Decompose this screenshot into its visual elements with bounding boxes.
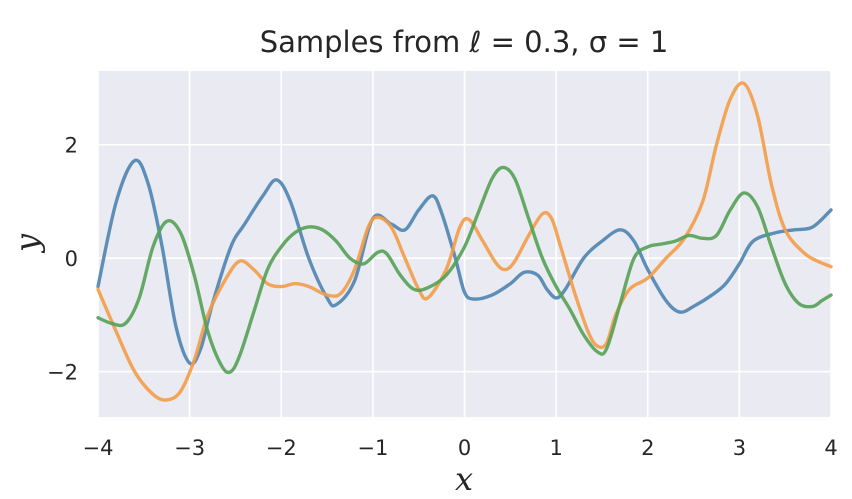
grid [97,71,832,417]
x-tick-label: −2 [266,436,297,460]
y-tick-labels: −2 0 2 [47,134,78,385]
x-axis-label: x [455,460,473,498]
x-tick-label: 1 [549,436,562,460]
x-tick-label: −1 [357,436,388,460]
x-tick-label: 0 [458,436,471,460]
series-line-3 [96,165,833,375]
y-axis-label: y [8,233,46,254]
x-tick-label: 3 [733,436,746,460]
x-tick-label: −4 [83,436,114,460]
series-lines [96,81,833,402]
x-tick-label: 4 [824,436,837,460]
y-tick-label: 2 [65,134,78,158]
y-tick-label: 0 [65,247,78,271]
x-tick-label: −3 [174,436,205,460]
chart-title: Samples from ℓ = 0.3, σ = 1 [260,25,669,59]
y-tick-label: −2 [47,361,78,385]
series-line-2 [96,81,833,402]
x-tick-labels: −4 −3 −2 −1 0 1 2 3 4 [83,436,838,460]
x-tick-label: 2 [641,436,654,460]
